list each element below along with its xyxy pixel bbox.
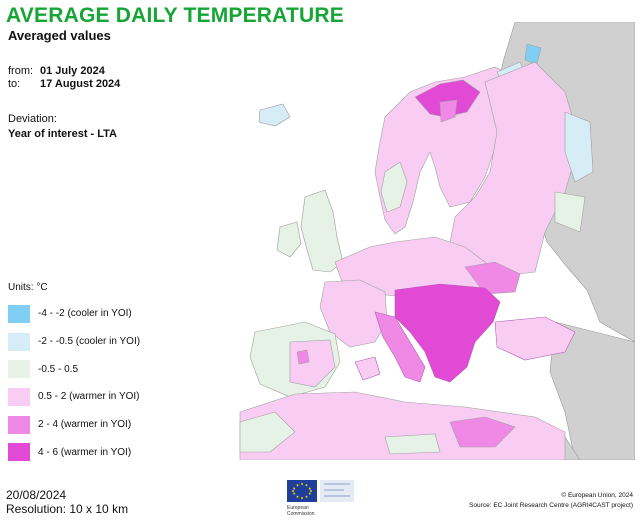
- legend-swatch: [8, 360, 30, 379]
- map-subtitle: Averaged values: [8, 28, 111, 43]
- map-title: AVERAGE DAILY TEMPERATURE: [6, 4, 344, 27]
- period-info: from: 01 July 2024 to: 17 August 2024: [8, 65, 120, 91]
- legend-label: 0.5 - 2 (warmer in YOI): [38, 391, 140, 403]
- to-value: 17 August 2024: [40, 78, 121, 90]
- european-commission-logo: European Commission: [287, 480, 354, 517]
- legend-units: Units: °C: [8, 282, 48, 293]
- legend-label: 4 - 6 (warmer in YOI): [38, 446, 132, 458]
- legend-label: -4 - -2 (cooler in YOI): [38, 308, 132, 320]
- southeast-europe: [354, 283, 576, 383]
- from-label: from:: [8, 65, 34, 77]
- map-legend: Units: °C -4 - -2 (cooler in YOI) -2 - -…: [8, 282, 140, 466]
- legend-item: -4 - -2 (cooler in YOI): [8, 300, 140, 328]
- source-text: Source: EC Joint Research Centre (AGRI4C…: [469, 502, 633, 509]
- legend-label: 2 - 4 (warmer in YOI): [38, 419, 132, 431]
- iceland: [258, 103, 291, 127]
- legend-swatch: [8, 415, 30, 434]
- logo-text-1: European: [287, 505, 309, 511]
- north-africa: [239, 391, 566, 460]
- resolution-text: Resolution: 10 x 10 km: [6, 502, 129, 516]
- legend-swatch: [8, 304, 30, 323]
- deviation-value: Year of interest - LTA: [8, 128, 118, 140]
- legend-swatch: [8, 332, 30, 351]
- legend-item: -0.5 - 0.5: [8, 355, 140, 383]
- legend-item: -2 - -0.5 (cooler in YOI): [8, 328, 140, 356]
- eastern-europe: [449, 61, 594, 278]
- footer-info: 20/08/2024 Resolution: 10 x 10 km: [6, 488, 128, 516]
- legend-swatch: [8, 443, 30, 462]
- copyright-text: © European Union, 2024: [561, 492, 633, 499]
- deviation-info: Deviation: Year of interest - LTA: [8, 112, 117, 142]
- deviation-label: Deviation:: [8, 113, 57, 125]
- legend-label: -0.5 - 0.5: [38, 363, 79, 375]
- logo-text-2: Commission: [287, 511, 315, 517]
- legend-item: 0.5 - 2 (warmer in YOI): [8, 383, 140, 411]
- western-europe: [249, 279, 388, 398]
- issue-date: 20/08/2024: [6, 488, 67, 502]
- legend-label: -2 - -0.5 (cooler in YOI): [38, 336, 141, 348]
- legend-swatch: [8, 387, 30, 406]
- from-value: 01 July 2024: [40, 65, 105, 77]
- legend-item: 4 - 6 (warmer in YOI): [8, 438, 140, 466]
- to-label: to:: [8, 78, 21, 90]
- copyright-block: © European Union, 2024 Source: EC Joint …: [469, 491, 633, 511]
- legend-item: 2 - 4 (warmer in YOI): [8, 411, 140, 439]
- british-isles: [276, 189, 344, 273]
- europe-temperature-map: [239, 22, 635, 460]
